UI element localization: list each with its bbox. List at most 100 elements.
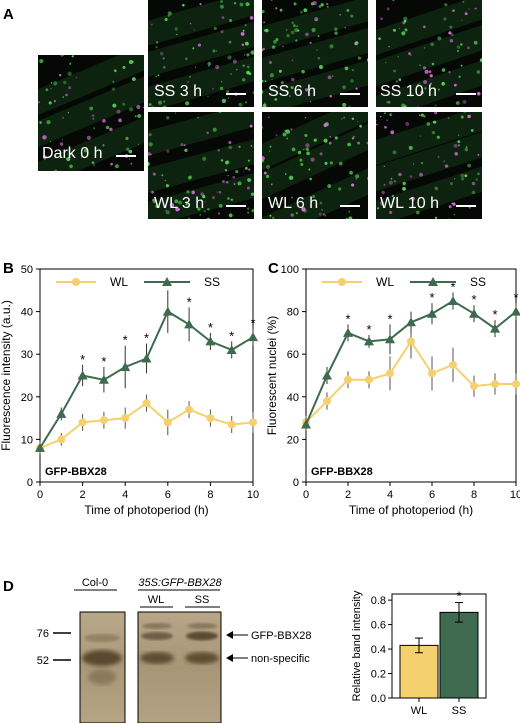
micrograph-nucleus xyxy=(128,59,134,65)
micrograph-nucleus xyxy=(458,75,461,78)
micrograph-nucleus xyxy=(458,134,460,136)
significance-mark: * xyxy=(101,354,106,369)
data-point-ss xyxy=(448,295,458,305)
micrograph-nucleus xyxy=(176,33,178,36)
blot-col0-label: Col-0 xyxy=(82,577,108,589)
micrograph-label: WL 10 h xyxy=(380,195,439,212)
y-tick-label: 0.4 xyxy=(371,644,386,656)
micrograph-nucleus xyxy=(219,86,224,91)
micrograph-root-band xyxy=(262,0,368,58)
micrograph-label: SS 3 h xyxy=(154,83,203,100)
data-point-ss xyxy=(427,308,437,318)
y-tick-label: 60 xyxy=(287,349,299,361)
micrograph-nucleus xyxy=(453,213,456,216)
micrograph-nucleus xyxy=(162,57,165,60)
micrograph-nucleus xyxy=(389,113,393,117)
micrograph-nucleus xyxy=(328,141,332,145)
micrograph-nucleus xyxy=(220,0,223,3)
micrograph-nucleus xyxy=(386,119,388,122)
micrograph-nucleus xyxy=(238,102,243,107)
data-point-ss xyxy=(35,442,45,452)
micrograph-nucleus xyxy=(155,204,159,208)
blot-strip-construct-border xyxy=(137,611,222,723)
micrograph-nucleus xyxy=(468,8,470,10)
micrograph-nucleus xyxy=(476,91,481,96)
micrograph-nucleus xyxy=(268,60,273,65)
micrograph-nucleus xyxy=(449,25,453,29)
micrograph-nucleus xyxy=(432,93,434,95)
micrograph-nucleus xyxy=(241,43,245,46)
micrograph-nucleus xyxy=(227,97,230,99)
micrograph-nucleus xyxy=(137,114,142,118)
micrograph-nucleus xyxy=(380,17,383,21)
micrograph-nucleus xyxy=(262,89,264,95)
blot-marker-52: 52 xyxy=(37,655,49,667)
micrograph-nucleus xyxy=(188,175,193,179)
y-tick-label: 20 xyxy=(21,392,33,404)
micrograph-nucleus xyxy=(143,106,144,109)
micrograph-nucleus xyxy=(456,45,459,47)
micrograph-nucleus xyxy=(301,69,305,74)
micrograph-nucleus xyxy=(437,156,440,158)
micrograph-nucleus xyxy=(398,78,402,82)
micrograph-nucleus xyxy=(92,117,95,120)
micrograph-nucleus xyxy=(202,195,206,199)
micrograph-nucleus xyxy=(137,143,139,145)
micrograph-root-band xyxy=(262,120,368,204)
micrograph-nucleus xyxy=(148,161,150,167)
micrograph-nucleus xyxy=(273,40,277,44)
micrograph-nucleus xyxy=(178,200,182,205)
micrograph-nucleus xyxy=(393,180,397,183)
micrograph-nucleus xyxy=(238,145,241,148)
micrograph-nucleus xyxy=(111,87,115,91)
legend-label-wl: WL xyxy=(110,275,128,289)
micrograph-nucleus xyxy=(243,54,246,56)
micrograph-nucleus xyxy=(461,19,463,22)
micrograph-nucleus xyxy=(376,207,380,210)
micrograph-nucleus xyxy=(271,79,273,81)
micrograph-nucleus xyxy=(434,104,437,107)
bar-wl xyxy=(399,644,439,699)
micrograph-nucleus xyxy=(207,61,212,66)
micrograph-nucleus xyxy=(148,142,153,147)
micrograph-cells xyxy=(376,112,482,219)
micrograph-nucleus xyxy=(262,103,267,107)
micrograph-nucleus xyxy=(220,30,224,34)
micrograph-nucleus xyxy=(185,57,188,61)
micrograph-nucleus xyxy=(197,116,199,119)
micrograph-nucleus xyxy=(308,168,311,171)
micrograph-nucleus xyxy=(431,130,436,135)
micrograph-nucleus xyxy=(269,73,274,78)
micrograph-nucleus xyxy=(403,105,407,107)
micrograph-root-band xyxy=(376,112,482,173)
micrograph-nucleus xyxy=(203,210,206,213)
micrograph-nucleus xyxy=(262,156,265,161)
scale-bar xyxy=(456,93,476,95)
significance-mark: * xyxy=(456,589,461,604)
micrograph-nucleus xyxy=(132,77,136,81)
micrograph-nucleus xyxy=(293,2,297,6)
data-point-wl xyxy=(78,418,87,427)
micrograph-nucleus xyxy=(452,9,455,12)
micrograph-nucleus xyxy=(309,177,312,181)
micrograph-nucleus xyxy=(303,148,305,151)
significance-mark: * xyxy=(450,279,455,294)
y-tick-label: 0.0 xyxy=(371,693,386,705)
micrograph-nucleus xyxy=(348,210,351,213)
y-tick-label: 10 xyxy=(21,434,33,446)
micrograph-nucleus xyxy=(199,213,202,216)
data-point-wl xyxy=(227,420,236,429)
micrograph-nucleus xyxy=(318,65,323,70)
micrograph-nucleus xyxy=(42,155,47,160)
micrograph-nucleus xyxy=(263,102,266,105)
micrograph-nucleus xyxy=(217,149,221,152)
micrograph-nucleus xyxy=(114,164,119,169)
legend-label-ss: SS xyxy=(470,275,486,289)
micrograph-nucleus xyxy=(232,175,236,179)
data-point-ss xyxy=(322,370,332,380)
micrograph-wl6: WL 6 h xyxy=(262,112,368,219)
micrograph-nucleus xyxy=(187,81,189,83)
micrograph-nucleus xyxy=(290,86,294,90)
significance-mark: * xyxy=(429,290,434,305)
significance-mark: * xyxy=(123,333,128,348)
